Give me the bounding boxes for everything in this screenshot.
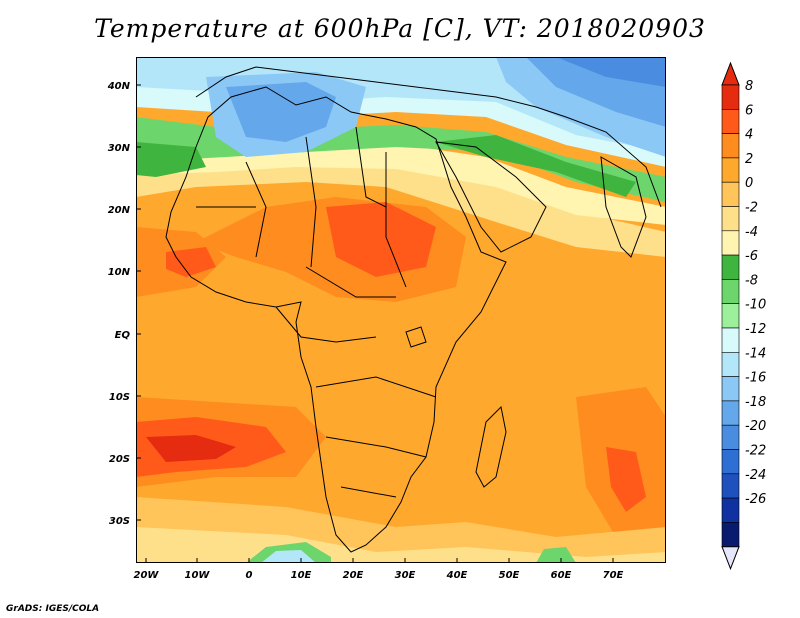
colorbar-swatch xyxy=(721,303,740,329)
lon-label: 20W xyxy=(134,570,160,581)
green-blob-south-east xyxy=(536,547,576,563)
map-title: Temperature at 600hPa [C], VT: 201802090… xyxy=(94,14,706,43)
colorbar-swatch xyxy=(721,376,740,402)
lon-label: 40E xyxy=(446,570,468,581)
colorbar-label: 0 xyxy=(745,176,753,191)
warm-region-west xyxy=(166,247,216,277)
lon-label: 30E xyxy=(395,570,416,581)
colorbar-label: -8 xyxy=(745,273,758,288)
colorbar-label: -24 xyxy=(745,468,766,483)
colorbar-top-arrow xyxy=(721,61,740,86)
colorbar-swatch xyxy=(721,279,740,304)
colorbar-label: -20 xyxy=(745,419,766,434)
lon-label: 10W xyxy=(185,570,211,581)
colorbar-swatch xyxy=(721,400,740,426)
yellow-band-north xyxy=(136,152,666,257)
colorbar-swatch xyxy=(721,424,740,450)
lat-label: 10N xyxy=(108,267,131,278)
lon-label: 10E xyxy=(291,570,312,581)
colorbar-label: 4 xyxy=(745,128,753,143)
colorbar-label: -12 xyxy=(745,322,766,337)
blue-region-west-core xyxy=(226,82,336,142)
colorbar-swatch xyxy=(721,351,740,377)
lon-label: 20E xyxy=(343,570,364,581)
colorbar-label: -18 xyxy=(745,395,766,410)
colorbar-swatch xyxy=(721,109,740,134)
colorbar-swatch xyxy=(721,327,740,353)
hot-region-sahel xyxy=(326,202,436,277)
colorbar-swatch xyxy=(721,84,740,110)
colorbar-label: -22 xyxy=(745,444,766,459)
hot-region-south-atlantic-core xyxy=(146,435,236,462)
colorbar: 8 6 4 2 0 -2 -4 -6 -8 -10 -12 -14 -16 -18 -20 -22 -24 -26 xyxy=(721,61,766,571)
colorbar-swatch xyxy=(721,497,740,523)
colorbar-swatch xyxy=(721,449,740,475)
lon-label: 50E xyxy=(499,570,520,581)
colorbar-swatch xyxy=(721,157,740,183)
grads-credit: GrADS: IGES/COLA xyxy=(6,604,100,614)
colorbar-swatch xyxy=(721,133,740,159)
colorbar-label: 2 xyxy=(745,152,753,167)
colorbar-label: 8 xyxy=(745,79,753,94)
lat-label: 40N xyxy=(107,81,131,92)
colorbar-label: -16 xyxy=(745,371,766,386)
colorbar-label: -6 xyxy=(745,249,758,264)
cyan-blob-south xyxy=(261,550,316,563)
colorbar-label: -26 xyxy=(745,492,766,507)
lon-label: 0 xyxy=(246,570,253,581)
colorbar-swatch xyxy=(721,473,740,499)
colorbar-swatch xyxy=(721,230,740,256)
colorbar-label: 6 xyxy=(745,103,753,118)
hot-region-indian-ocean xyxy=(606,447,646,512)
lon-label: 70E xyxy=(603,570,624,581)
colorbar-bottom-arrow xyxy=(721,546,740,571)
colorbar-label: -2 xyxy=(745,201,758,216)
blue-region-east-deep xyxy=(556,57,666,87)
lat-label: EQ xyxy=(115,330,131,341)
lat-label: 10S xyxy=(109,392,130,403)
colorbar-label: -14 xyxy=(745,346,766,361)
colorbar-swatch xyxy=(721,522,740,548)
coastlines xyxy=(165,66,662,553)
temperature-map xyxy=(136,57,666,563)
colorbar-label: -4 xyxy=(745,225,758,240)
lon-label: 60E xyxy=(551,570,572,581)
colorbar-swatch xyxy=(721,254,740,280)
dark-green-band xyxy=(136,135,636,197)
lat-label: 20N xyxy=(108,205,131,216)
colorbar-swatch xyxy=(721,206,740,232)
map-frame xyxy=(136,57,666,563)
lat-label: 30N xyxy=(108,143,131,154)
lat-label: 20S xyxy=(109,454,130,465)
colorbar-swatch xyxy=(721,181,740,207)
lat-label: 30S xyxy=(109,516,130,527)
colorbar-label: -10 xyxy=(745,298,766,313)
pale-band xyxy=(136,137,666,225)
